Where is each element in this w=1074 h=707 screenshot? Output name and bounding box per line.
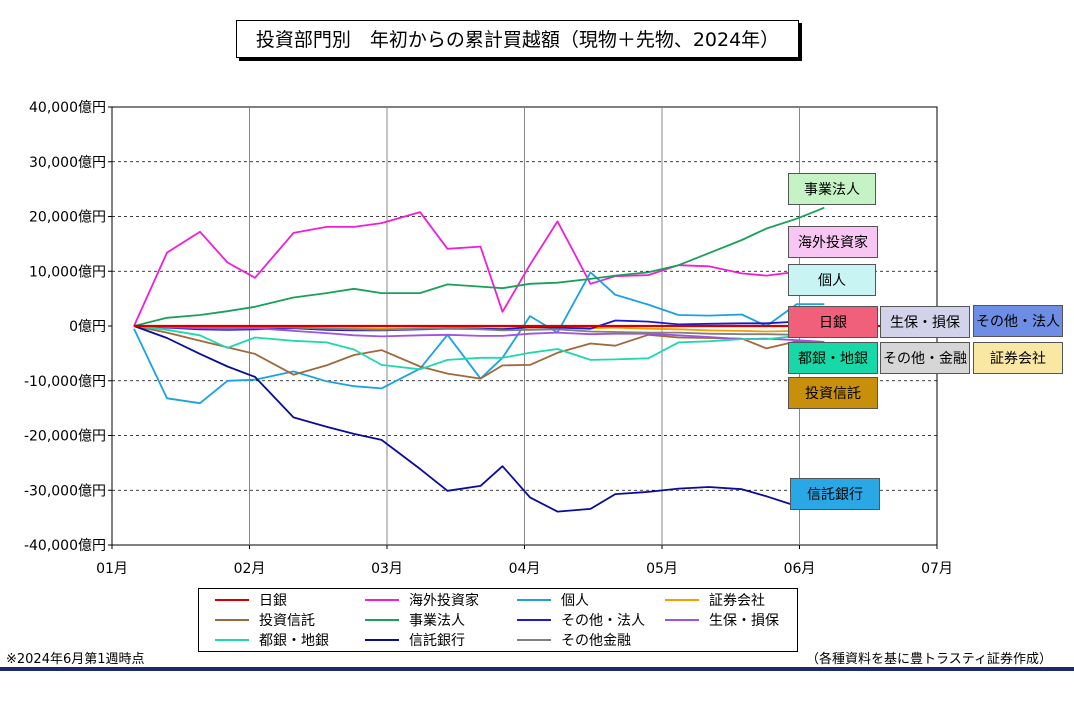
source-note: （各種資料を基に豊トラスティ証券作成） bbox=[806, 652, 1052, 667]
series-line-1 bbox=[133, 211, 825, 327]
legend-label: その他金融 bbox=[561, 633, 631, 649]
annotation-0: 事業法人 bbox=[788, 173, 876, 205]
annotation-8: 証券会社 bbox=[973, 342, 1063, 374]
legend-swatch bbox=[665, 599, 699, 601]
legend-label: 事業法人 bbox=[409, 613, 465, 629]
annotation-7: その他・金融 bbox=[880, 342, 970, 374]
legend-swatch bbox=[365, 639, 399, 641]
legend-swatch bbox=[517, 639, 551, 641]
legend-item-0: 日銀 bbox=[215, 590, 287, 610]
legend-item-5: 事業法人 bbox=[365, 610, 465, 630]
x-tick-label: 04月 bbox=[509, 561, 541, 577]
legend-item-9: 信託銀行 bbox=[365, 630, 465, 650]
legend-label: その他・法人 bbox=[561, 613, 645, 629]
legend-item-6: その他・法人 bbox=[517, 610, 645, 630]
bottom-divider bbox=[0, 667, 1074, 671]
y-tick-label: 10,000億円 bbox=[29, 264, 106, 280]
y-tick-label: 40,000億円 bbox=[29, 100, 106, 116]
legend-label: 海外投資家 bbox=[409, 593, 479, 609]
y-tick-label: -40,000億円 bbox=[24, 538, 106, 554]
legend-swatch bbox=[365, 599, 399, 601]
legend-label: 個人 bbox=[561, 593, 589, 609]
series-line-9 bbox=[133, 325, 825, 513]
y-tick-label: -10,000億円 bbox=[24, 374, 106, 390]
y-tick-label: 0億円 bbox=[69, 319, 106, 335]
legend: 日銀 海外投資家 個人 証券会社投資信託 事業法人 その他・法人 生保・損保都銀・地銀 信託銀… bbox=[198, 588, 798, 652]
x-tick-label: 05月 bbox=[646, 561, 678, 577]
legend-item-3: 証券会社 bbox=[665, 590, 765, 610]
annotation-10: 信託銀行 bbox=[790, 478, 880, 510]
legend-item-1: 海外投資家 bbox=[365, 590, 479, 610]
footnote: ※2024年6月第1週時点 bbox=[6, 652, 145, 667]
x-tick-label: 02月 bbox=[234, 561, 266, 577]
annotation-6: 都銀・地銀 bbox=[788, 342, 878, 374]
legend-label: 信託銀行 bbox=[409, 633, 465, 649]
x-tick-label: 01月 bbox=[96, 561, 128, 577]
legend-swatch bbox=[365, 619, 399, 621]
legend-swatch bbox=[665, 619, 699, 621]
annotation-1: 海外投資家 bbox=[788, 226, 878, 258]
legend-swatch bbox=[215, 639, 249, 641]
legend-label: 都銀・地銀 bbox=[259, 633, 329, 649]
legend-swatch bbox=[215, 619, 249, 621]
chart-title: 投資部門別 年初からの累計買越額（現物＋先物、2024年） bbox=[236, 20, 799, 58]
x-tick-label: 03月 bbox=[371, 561, 403, 577]
legend-item-2: 個人 bbox=[517, 590, 589, 610]
legend-label: 生保・損保 bbox=[709, 613, 779, 629]
legend-swatch bbox=[215, 599, 249, 601]
series-line-2 bbox=[133, 271, 825, 405]
annotation-9: 投資信託 bbox=[788, 377, 878, 409]
legend-item-10: その他金融 bbox=[517, 630, 631, 650]
annotation-2: 個人 bbox=[788, 264, 876, 296]
legend-label: 証券会社 bbox=[709, 593, 765, 609]
legend-label: 日銀 bbox=[259, 593, 287, 609]
y-tick-label: 20,000億円 bbox=[29, 210, 106, 226]
legend-swatch bbox=[517, 619, 551, 621]
series-line-8 bbox=[133, 325, 825, 371]
series-line-10 bbox=[133, 325, 825, 337]
legend-label: 投資信託 bbox=[259, 613, 315, 629]
x-tick-label: 07月 bbox=[921, 561, 953, 577]
legend-swatch bbox=[517, 599, 551, 601]
legend-item-7: 生保・損保 bbox=[665, 610, 779, 630]
y-tick-label: -20,000億円 bbox=[24, 429, 106, 445]
annotation-3: 日銀 bbox=[788, 306, 878, 338]
annotation-4: 生保・損保 bbox=[880, 306, 970, 338]
series-line-7 bbox=[133, 325, 825, 343]
annotation-5: その他・法人 bbox=[973, 305, 1063, 337]
y-tick-label: 30,000億円 bbox=[29, 155, 106, 171]
legend-item-8: 都銀・地銀 bbox=[215, 630, 329, 650]
legend-item-4: 投資信託 bbox=[215, 610, 315, 630]
y-tick-label: -30,000億円 bbox=[24, 483, 106, 499]
x-tick-label: 06月 bbox=[784, 561, 816, 577]
series-line-5 bbox=[133, 206, 825, 327]
